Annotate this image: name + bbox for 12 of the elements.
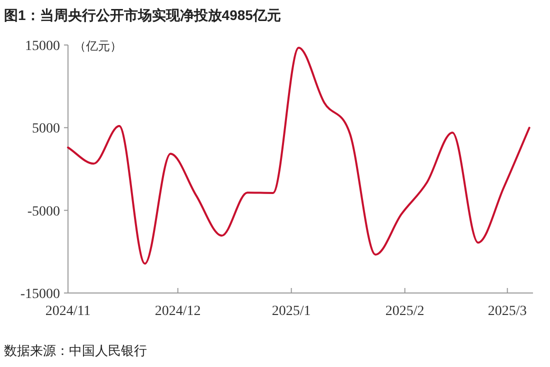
y-tick-label: -15000: [20, 287, 60, 302]
chart-title: 图1：当周央行公开市场实现净投放4985亿元: [4, 7, 281, 23]
x-tick-label: 2025/3: [488, 304, 527, 319]
y-axis-title: （亿元）: [74, 39, 122, 53]
y-tick-label: -5000: [27, 204, 60, 220]
x-tick-label: 2025/1: [272, 304, 311, 319]
source-note: 数据来源：中国人民银行: [4, 343, 147, 358]
x-tick-label: 2024/11: [45, 304, 91, 319]
x-tick-label: 2025/2: [385, 304, 424, 319]
y-tick-label: 15000: [25, 39, 60, 54]
x-tick-label: 2024/12: [154, 304, 201, 319]
y-tick-label: 5000: [32, 122, 60, 137]
